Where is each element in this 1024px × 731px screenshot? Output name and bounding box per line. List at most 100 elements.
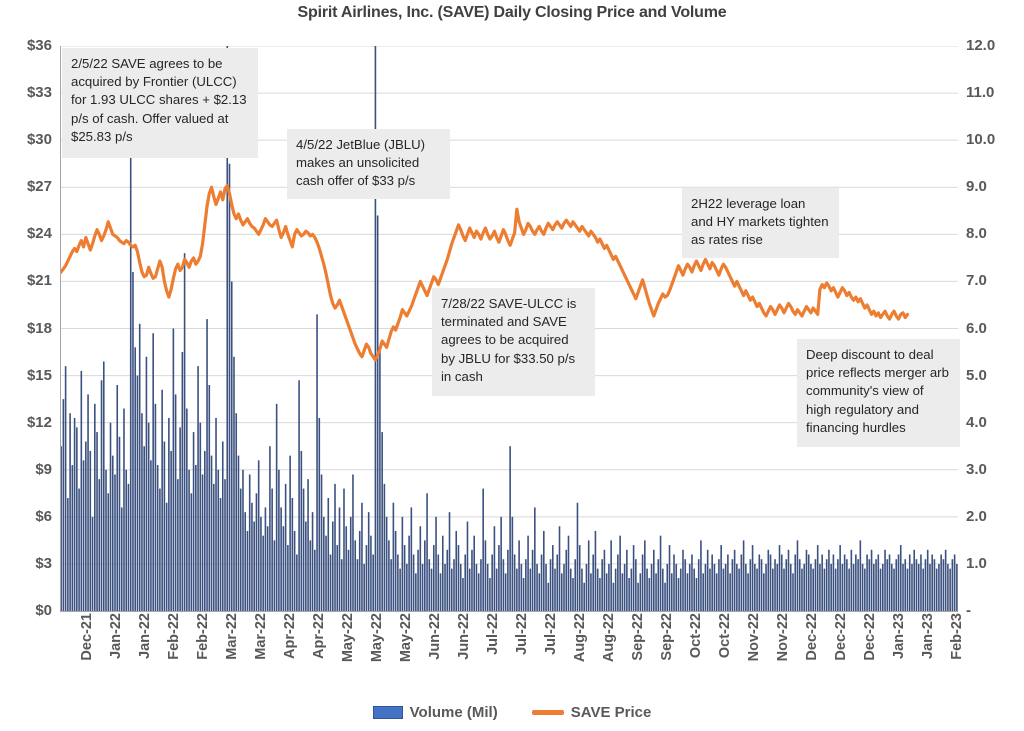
volume-bar (706, 549, 709, 611)
volume-bar (560, 573, 563, 611)
volume-bar (635, 559, 637, 611)
x-axis-tick-label: May-22 (398, 613, 415, 663)
volume-bar (62, 399, 65, 611)
volume-bar (626, 549, 628, 611)
note-frontier-offer: 2/5/22 SAVE agrees to be acquired by Fro… (62, 48, 258, 158)
volume-bar (789, 563, 792, 611)
y-axis-left-tick-label: $27 (26, 178, 52, 196)
volume-bar (183, 253, 186, 611)
volume-bar (747, 573, 749, 611)
volume-bar (64, 366, 67, 611)
x-axis-tick-label: Jan-23 (890, 613, 907, 659)
volume-bar (212, 483, 215, 611)
volume-bar (484, 540, 487, 611)
volume-bar (224, 479, 226, 611)
volume-bar (641, 554, 644, 611)
volume-bar (924, 559, 927, 611)
volume-bar (691, 554, 693, 611)
note-leverage-loan: 2H22 leverage loan and HY markets tighte… (682, 188, 839, 258)
x-axis-tick-label: Apr-22 (282, 613, 299, 659)
volume-bar (127, 483, 130, 611)
volume-bar (432, 545, 435, 611)
volume-bar (273, 540, 276, 611)
volume-bar (848, 568, 850, 611)
y-axis-left-tick-label: $12 (26, 413, 52, 431)
volume-bar (280, 507, 282, 611)
x-axis-tick-label: Mar-22 (224, 613, 241, 660)
volume-bar (859, 540, 862, 611)
volume-bar (349, 516, 352, 611)
volume-bar (677, 578, 680, 611)
y-axis-left-tick-label: $36 (26, 37, 52, 54)
volume-bar (897, 554, 900, 611)
volume-bar (426, 493, 428, 611)
volume-bar (419, 526, 422, 611)
volume-bar (558, 526, 561, 611)
volume-bar (473, 535, 475, 611)
volume-bar (89, 450, 92, 611)
volume-bar (507, 549, 509, 611)
volume-bar (408, 535, 410, 611)
volume-bar (170, 450, 172, 611)
volume-bar (713, 563, 716, 611)
volume-bar (529, 568, 532, 611)
volume-bar (179, 427, 181, 611)
volume-bar (343, 488, 345, 611)
volume-bar (864, 568, 866, 611)
volume-bar (468, 568, 471, 611)
volume-bar (152, 333, 154, 611)
legend-item[interactable]: SAVE Price (531, 704, 651, 721)
volume-bar (486, 563, 489, 611)
volume-bar (271, 488, 273, 611)
volume-bar (197, 366, 199, 611)
x-axis-tick-label: Nov-22 (745, 613, 762, 662)
legend-item[interactable]: Volume (Mil) (372, 703, 498, 721)
volume-bar (275, 403, 278, 611)
volume-bar (623, 563, 626, 611)
volume-bar (309, 540, 312, 611)
volume-bar (255, 493, 258, 611)
volume-bar (780, 554, 783, 611)
y-axis-right-tick-label: 9.0 (966, 178, 987, 196)
y-axis-left-tick-label: $21 (26, 272, 52, 290)
volume-bar (251, 502, 253, 611)
volume-bar (587, 540, 590, 611)
legend-swatch-bar-icon (372, 705, 403, 719)
x-axis-tick-label: Jun-22 (427, 613, 444, 660)
volume-bar (111, 455, 114, 611)
volume-bar (670, 573, 673, 611)
volume-bar (73, 417, 76, 611)
volume-bar (673, 554, 675, 611)
x-axis-tick-label: Feb-23 (948, 613, 965, 660)
volume-bar (91, 516, 94, 611)
volume-bar (688, 563, 691, 611)
y-axis-right-tick-label: 1.0 (966, 554, 987, 572)
axis-line-left (60, 46, 61, 611)
volume-bar (700, 540, 702, 611)
volume-bar (417, 549, 419, 611)
volume-bar (949, 568, 951, 611)
volume-bar (944, 549, 947, 611)
volume-bar (610, 540, 612, 611)
volume-bar (181, 352, 184, 611)
volume-bar (381, 432, 383, 611)
volume-bar (522, 578, 525, 611)
volume-bar (612, 582, 615, 611)
volume-bar (866, 554, 868, 611)
volume-bar (437, 554, 440, 611)
volume-bar (655, 573, 657, 611)
volume-bar (199, 422, 202, 611)
volume-bar (819, 563, 821, 611)
volume-bar (527, 535, 529, 611)
volume-bar (399, 568, 401, 611)
volume-bar (154, 403, 157, 611)
volume-bar (354, 540, 357, 611)
volume-bar (769, 554, 772, 611)
volume-bar (120, 507, 123, 611)
volume-bar (805, 549, 808, 611)
volume-bar (756, 568, 758, 611)
legend-label: Volume (Mil) (409, 703, 498, 721)
x-axis-tick-label: Feb-22 (166, 613, 183, 660)
volume-bar (302, 488, 305, 611)
volume-bar (363, 563, 365, 611)
